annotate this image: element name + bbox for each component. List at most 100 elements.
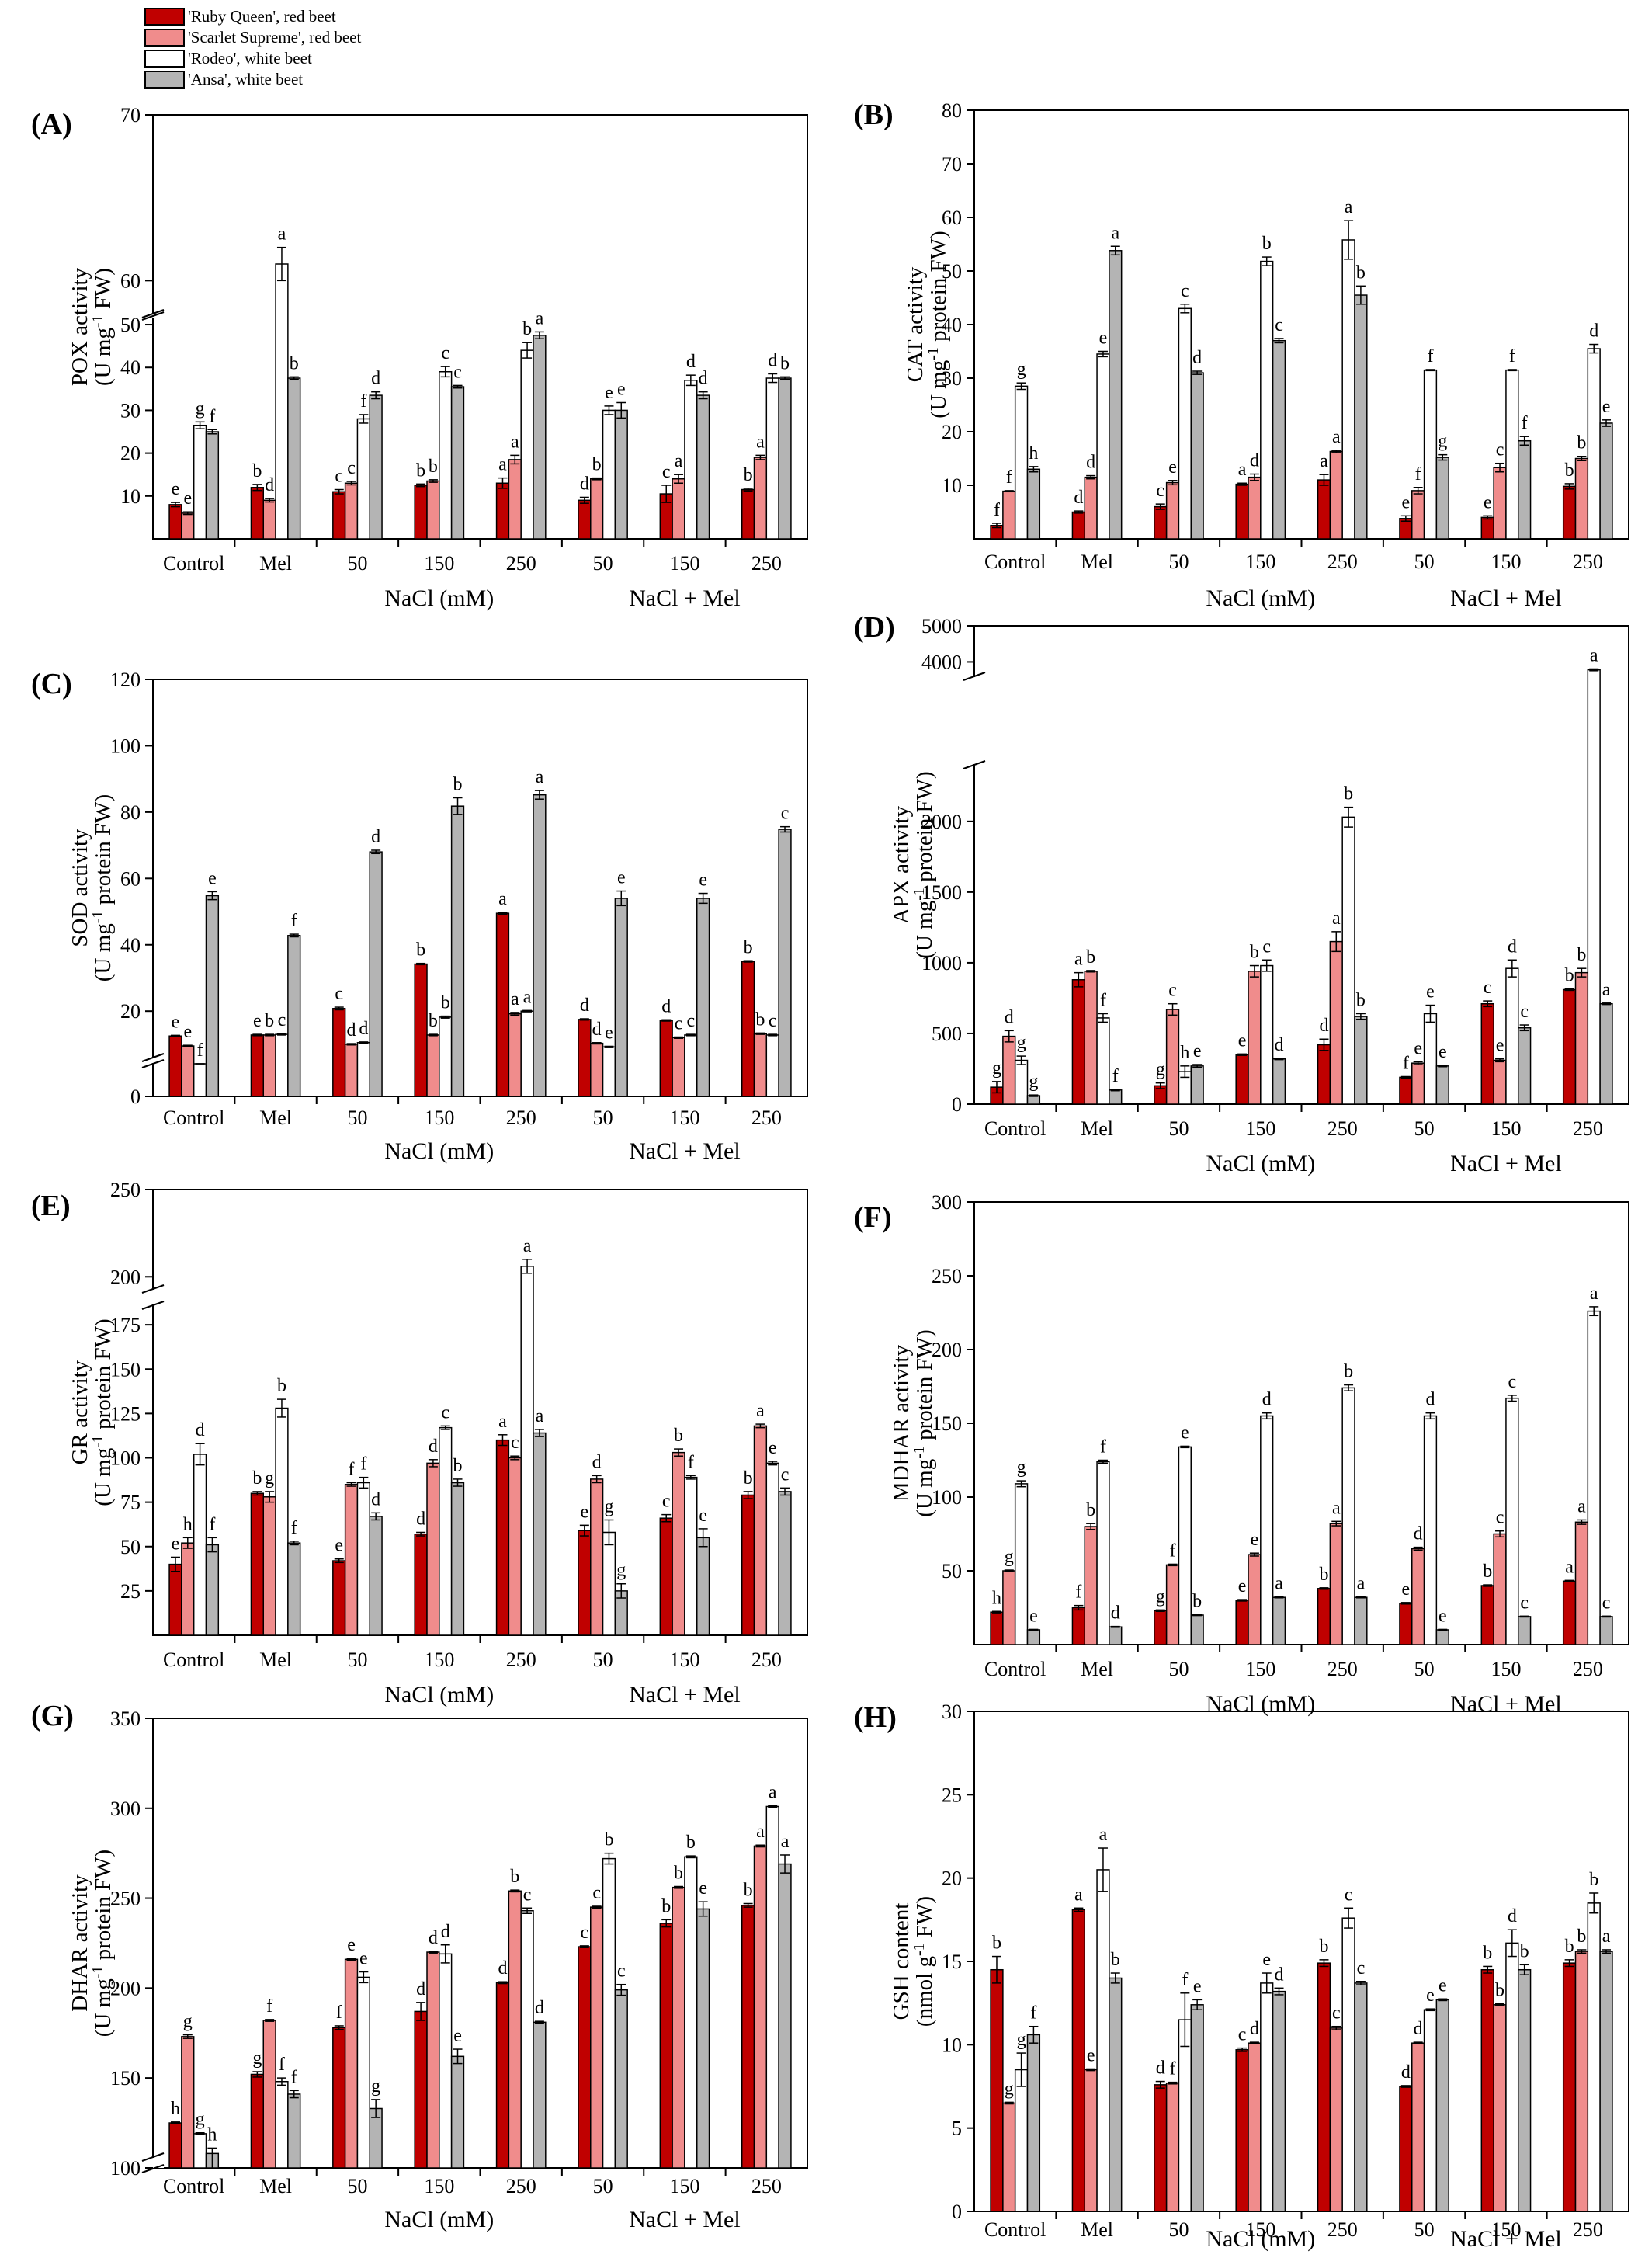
bar	[1026, 1629, 1041, 1645]
significance-letter: e	[769, 1438, 777, 1458]
bar	[590, 1478, 604, 1636]
bar	[426, 1951, 440, 2169]
bar	[1423, 1013, 1438, 1105]
significance-letter: b	[453, 1456, 463, 1476]
x-tick-label: 50	[1414, 551, 1435, 573]
bar	[1587, 348, 1601, 540]
significance-letter: c	[687, 1011, 696, 1031]
significance-letter: h	[1029, 443, 1038, 464]
significance-letter: e	[208, 868, 217, 888]
bar	[495, 1439, 510, 1636]
y-axis-label: SOD activity	[68, 829, 92, 947]
bar	[765, 1034, 779, 1097]
significance-letter: a	[511, 989, 519, 1009]
significance-letter: e	[617, 868, 626, 888]
bar	[344, 1044, 359, 1097]
bar	[250, 1034, 265, 1097]
panel-b: 1020304050607080ControlffghMelddea50cecd…	[854, 99, 1629, 611]
significance-letter: c	[1357, 1958, 1366, 1978]
bar	[262, 499, 276, 540]
bar	[287, 1542, 301, 1636]
significance-letter: c	[511, 1433, 519, 1453]
significance-letter: b	[429, 1011, 438, 1031]
legend-label-scarlet-supreme: 'Scarlet Supreme', red beet	[188, 28, 362, 47]
bar	[741, 488, 755, 540]
bar	[332, 2027, 346, 2169]
significance-letter: d	[1425, 1390, 1435, 1410]
bar	[1235, 483, 1249, 540]
bar	[1014, 1059, 1029, 1105]
significance-letter: b	[1250, 943, 1259, 963]
y-tick-label: 100	[110, 2157, 141, 2180]
bar	[672, 1886, 685, 2169]
bar	[1599, 1002, 1613, 1105]
x-tick-label: 150	[669, 1106, 699, 1129]
bar	[1026, 468, 1041, 540]
bar	[1248, 476, 1262, 540]
bar	[1587, 1902, 1601, 2212]
x-tick-label: 150	[1245, 1117, 1275, 1140]
significance-letter: f	[1100, 1437, 1106, 1457]
bar	[1109, 1626, 1123, 1645]
y-axis-label: (U mg-1 FW)	[89, 268, 116, 386]
bar	[578, 1530, 592, 1636]
x-tick-label: 250	[1573, 1117, 1603, 1140]
legend-swatch-ruby-queen	[144, 8, 185, 26]
bar	[614, 409, 628, 540]
significance-letter: d	[1250, 2019, 1259, 2039]
significance-letter: c	[675, 1014, 683, 1034]
bar	[533, 2021, 547, 2169]
significance-letter: a	[498, 1412, 507, 1432]
significance-letter: c	[1181, 281, 1189, 301]
bar	[659, 1923, 673, 2169]
y-tick-label: 0	[952, 1093, 962, 1116]
significance-letter: f	[688, 1452, 694, 1472]
bar	[450, 2055, 465, 2169]
significance-letter: a	[1074, 1885, 1083, 1905]
y-axis-label: (U mg-1 protein FW)	[911, 771, 937, 958]
panel-f: 50 100 150 200 250 300 Control h g g e Mel f b f d 50 g f e…	[854, 1191, 1629, 1717]
significance-letter: g	[371, 2076, 380, 2096]
legend-label-ansa: 'Ansa', white beet	[188, 70, 304, 89]
bar	[1178, 1446, 1192, 1645]
significance-letter: d	[768, 351, 777, 371]
y-tick-label: 1500	[921, 881, 962, 904]
significance-letter: d	[347, 1020, 356, 1040]
y-axis-label: GR activity	[68, 1360, 92, 1464]
y-tick-label: 150	[932, 1412, 962, 1435]
significance-letter: d	[371, 1489, 380, 1509]
y-tick-label: 250	[110, 1179, 141, 1201]
bar	[1317, 479, 1331, 540]
bar	[1026, 2034, 1041, 2212]
y-tick-label: 10	[120, 485, 141, 508]
significance-letter: a	[1590, 645, 1598, 665]
significance-letter: b	[1577, 1926, 1586, 1947]
group-label-nacl: NaCl (mM)	[1206, 2226, 1315, 2252]
significance-letter: c	[1275, 315, 1283, 335]
significance-letter: b	[290, 353, 299, 373]
group-label-nacl-mel: NaCl + Mel	[1450, 2226, 1562, 2252]
significance-letter: d	[580, 995, 589, 1016]
significance-letter: g	[196, 2110, 205, 2130]
bar	[1272, 1058, 1286, 1105]
significance-letter: b	[674, 1426, 683, 1446]
y-tick-label: 70	[120, 104, 141, 127]
significance-letter: g	[604, 1496, 613, 1516]
significance-letter: g	[1017, 1033, 1026, 1053]
y-tick-label: 200	[110, 1977, 141, 1999]
y-axis-label: (U mg-1 protein FW)	[911, 1329, 937, 1516]
significance-letter: d	[1086, 453, 1095, 473]
y-tick-label: 1000	[921, 952, 962, 974]
bar	[193, 1454, 207, 1636]
y-tick-label: 20	[942, 1867, 962, 1890]
significance-letter: c	[662, 462, 671, 482]
bar	[426, 480, 440, 540]
significance-letter: b	[1577, 945, 1586, 965]
panel-label: (E)	[31, 1190, 71, 1222]
bar	[414, 1534, 428, 1636]
bar	[1154, 505, 1168, 540]
legend-item-ruby-queen: 'Ruby Queen', red beet	[144, 6, 361, 27]
bar	[193, 1063, 207, 1097]
